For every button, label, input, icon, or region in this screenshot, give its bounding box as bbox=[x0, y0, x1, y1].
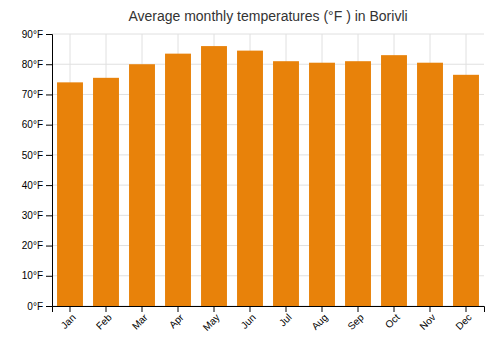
bar bbox=[309, 63, 335, 306]
bar bbox=[237, 51, 263, 306]
bar bbox=[381, 55, 407, 306]
plot-area: 0°F 10°F 20°F 30°F 40°F 50°F 60°F 70°F 80°F 90°F J… bbox=[22, 29, 485, 333]
y-tick-mark bbox=[46, 64, 52, 65]
y-axis-line bbox=[46, 35, 53, 307]
x-tick: Nov bbox=[417, 306, 437, 332]
x-tick: Dec bbox=[453, 306, 473, 332]
x-tick: Jun bbox=[239, 306, 258, 331]
y-tick-mark bbox=[46, 34, 52, 35]
y-tick-mark bbox=[46, 215, 52, 216]
x-tick-mark bbox=[322, 306, 323, 312]
x-tick-label: Oct bbox=[383, 312, 402, 331]
y-tick: 10°F bbox=[22, 270, 52, 281]
y-tick: 80°F bbox=[22, 59, 52, 70]
y-tick-label: 10°F bbox=[22, 270, 43, 281]
x-tick-label: Sep bbox=[345, 311, 366, 332]
y-tick-label: 60°F bbox=[22, 119, 43, 130]
x-tick-label: Jan bbox=[59, 312, 78, 331]
x-tick: Jul bbox=[277, 306, 294, 328]
bar bbox=[417, 63, 443, 306]
x-axis-line bbox=[53, 307, 485, 313]
bar bbox=[129, 64, 155, 306]
x-tick: May bbox=[201, 306, 222, 333]
y-tick: 90°F bbox=[22, 29, 52, 40]
x-tick-label: May bbox=[201, 312, 222, 333]
chart-container: 0°F 10°F 20°F 30°F 40°F 50°F 60°F 70°F 80°F 90°F J… bbox=[0, 0, 500, 350]
bar bbox=[345, 61, 371, 306]
y-tick-mark bbox=[46, 276, 52, 277]
x-tick-mark bbox=[466, 306, 467, 312]
x-tick-label: Aug bbox=[309, 312, 329, 332]
x-tick: Sep bbox=[345, 306, 366, 332]
y-tick-label: 80°F bbox=[22, 59, 43, 70]
x-tick-label: Dec bbox=[453, 312, 473, 332]
y-tick: 40°F bbox=[22, 180, 52, 191]
y-tick-label: 20°F bbox=[22, 240, 43, 251]
x-tick: Jan bbox=[59, 306, 78, 331]
y-tick: 20°F bbox=[22, 240, 52, 251]
bar bbox=[57, 82, 83, 306]
x-tick-mark bbox=[178, 306, 179, 312]
y-tick-label: 30°F bbox=[22, 210, 43, 221]
y-tick-label: 70°F bbox=[22, 89, 43, 100]
x-tick-mark bbox=[394, 306, 395, 312]
x-tick-mark bbox=[286, 306, 287, 312]
bar bbox=[165, 54, 191, 306]
y-tick-mark bbox=[46, 125, 52, 126]
y-axis: 0°F 10°F 20°F 30°F 40°F 50°F 60°F 70°F 80°F 90°F bbox=[22, 29, 53, 312]
y-tick: 30°F bbox=[22, 210, 52, 221]
x-tick-mark bbox=[70, 306, 71, 312]
title: Average monthly temperatures (°F ) in Bo… bbox=[128, 8, 407, 24]
bar bbox=[201, 46, 227, 306]
x-tick-label: Nov bbox=[417, 312, 437, 332]
y-tick-mark bbox=[46, 306, 52, 307]
x-tick-mark bbox=[358, 306, 359, 312]
bars bbox=[57, 46, 479, 306]
x-tick: Aug bbox=[309, 306, 329, 332]
x-tick: Apr bbox=[167, 306, 186, 330]
y-tick: 50°F bbox=[22, 150, 52, 161]
x-tick: Oct bbox=[383, 306, 402, 330]
y-tick-mark bbox=[46, 246, 52, 247]
y-tick: 60°F bbox=[22, 119, 52, 130]
grid bbox=[52, 34, 484, 306]
x-tick-mark bbox=[106, 306, 107, 312]
x-tick-mark bbox=[430, 306, 431, 312]
y-tick-mark bbox=[46, 94, 52, 95]
y-tick-mark bbox=[46, 185, 52, 186]
y-tick-label: 90°F bbox=[22, 29, 43, 40]
y-tick: 70°F bbox=[22, 89, 52, 100]
y-tick-label: 40°F bbox=[22, 180, 43, 191]
x-tick-label: Jun bbox=[239, 312, 258, 331]
x-tick-mark bbox=[250, 306, 251, 312]
y-tick-mark bbox=[46, 155, 52, 156]
x-axis: Jan Feb Mar Apr May Jun Jul Aug Sep Oct Nov Dec bbox=[53, 306, 485, 333]
x-tick: Mar bbox=[130, 306, 150, 332]
x-tick-label: Jul bbox=[277, 312, 294, 329]
x-tick-label: Mar bbox=[130, 311, 150, 331]
x-tick-label: Apr bbox=[167, 311, 186, 330]
y-tick-label: 50°F bbox=[22, 150, 43, 161]
x-tick-label: Feb bbox=[94, 311, 114, 331]
chart-svg: 0°F 10°F 20°F 30°F 40°F 50°F 60°F 70°F 80°F 90°F J… bbox=[0, 0, 500, 350]
x-tick-mark bbox=[142, 306, 143, 312]
bar bbox=[93, 78, 119, 306]
grid-line-y bbox=[52, 34, 484, 35]
bar bbox=[273, 61, 299, 306]
x-tick: Feb bbox=[94, 306, 114, 332]
y-tick-label: 0°F bbox=[27, 301, 43, 312]
y-tick: 0°F bbox=[27, 301, 52, 312]
bar bbox=[453, 75, 479, 306]
x-tick-mark bbox=[214, 306, 215, 312]
